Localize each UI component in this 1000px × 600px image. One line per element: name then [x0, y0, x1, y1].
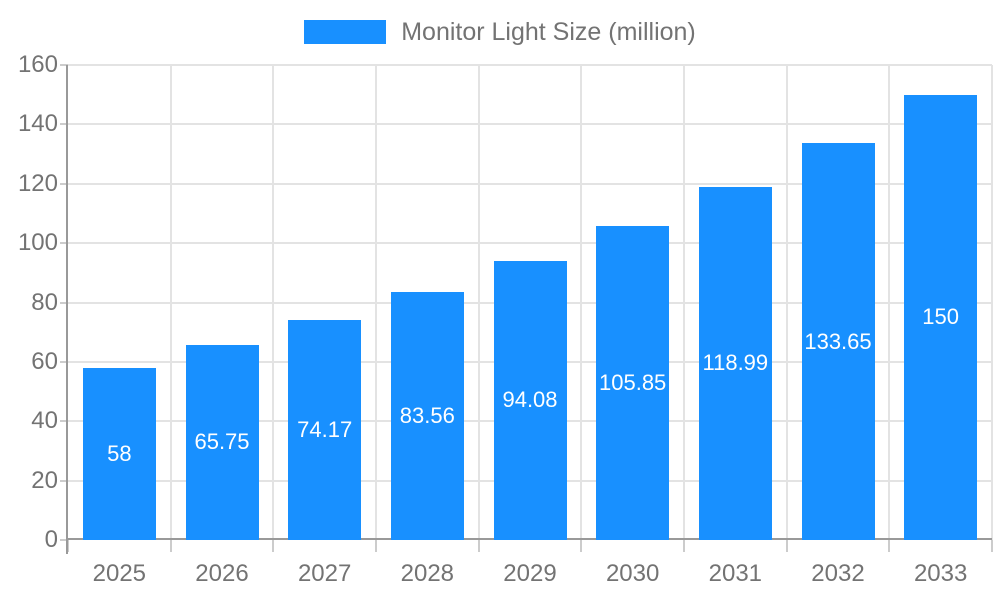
x-tick: [888, 540, 891, 552]
bar-value-label: 58: [107, 440, 132, 466]
bar: 94.08: [493, 260, 567, 540]
y-grid-line: [68, 123, 992, 126]
x-tick-label: 2028: [400, 560, 455, 587]
bar: 133.65: [801, 143, 875, 540]
y-grid-line: [68, 182, 992, 185]
x-grid-line: [888, 65, 891, 540]
x-tick-label: 2033: [913, 560, 968, 587]
legend-label: Monitor Light Size (million): [401, 17, 696, 46]
bar-value-label: 74.17: [297, 416, 353, 442]
x-tick: [683, 540, 685, 552]
bar: 58: [82, 367, 156, 540]
x-grid-line: [375, 65, 377, 540]
y-tick-label axis-label: 80: [31, 288, 58, 316]
bar-value-label: 105.85: [599, 369, 667, 395]
bar-value-label: 94.08: [502, 387, 558, 413]
y-tick-label axis-label: 160: [17, 51, 58, 78]
x-tick-label: 2026: [195, 560, 249, 587]
y-tick: [60, 301, 68, 304]
y-grid-line: [68, 64, 992, 66]
y-tick: [60, 479, 68, 482]
x-tick-label: 2031: [708, 560, 763, 587]
bar: 105.85: [596, 225, 670, 540]
x-grid-line: [683, 65, 685, 540]
y-tick: [60, 420, 68, 423]
x-grid-line: [272, 65, 275, 540]
bar-value-label: 83.56: [399, 402, 455, 428]
y-tick-label axis-label: 100: [17, 229, 58, 257]
bar-value-label: 150: [922, 304, 960, 330]
y-tick-label axis-label: 40: [31, 407, 58, 435]
y-tick: [60, 123, 68, 126]
x-tick-label: 2029: [503, 560, 557, 587]
x-tick: [67, 540, 69, 552]
y-tick: [60, 242, 68, 245]
x-grid-line: [991, 65, 993, 540]
bar: 83.56: [390, 291, 464, 540]
y-tick-label axis-label: 140: [17, 110, 58, 138]
y-tick-label axis-label: 120: [17, 169, 58, 197]
x-tick: [580, 540, 583, 552]
y-tick-label axis-label: 20: [31, 466, 58, 494]
y-tick-label axis-label: 0: [44, 526, 58, 553]
x-grid-line: [785, 65, 788, 540]
bar-value-label: 118.99: [702, 350, 769, 376]
x-tick-label: 2027: [297, 560, 352, 587]
x-tick: [272, 540, 275, 552]
bar: 65.75: [185, 344, 259, 540]
x-grid-line: [477, 65, 480, 540]
x-tick: [169, 540, 172, 552]
chart-legend: Monitor Light Size (million): [0, 17, 1000, 47]
bar-value-label: 133.65: [804, 328, 872, 354]
x-tick: [785, 540, 788, 552]
y-grid-line: [68, 242, 992, 245]
y-tick: [60, 182, 68, 185]
bar: 118.99: [698, 186, 772, 540]
x-grid-line: [169, 65, 172, 540]
y-tick: [60, 539, 68, 541]
x-tick: [991, 540, 993, 552]
legend-swatch-icon: [304, 20, 387, 44]
x-tick-label: 2025: [92, 560, 147, 587]
y-tick: [60, 360, 68, 363]
bar: 150: [904, 94, 978, 540]
y-tick: [60, 64, 68, 66]
x-tick: [477, 540, 480, 552]
x-grid-line: [580, 65, 583, 540]
x-tick-label: 2032: [811, 560, 865, 587]
bar: 74.17: [288, 319, 362, 540]
x-tick-label: 2030: [605, 560, 660, 587]
legend-item[interactable]: Monitor Light Size (million): [304, 18, 696, 47]
y-axis-line: [66, 65, 68, 554]
y-tick-label axis-label: 60: [31, 347, 58, 375]
bar-value-label: 65.75: [194, 429, 250, 455]
x-tick: [375, 540, 377, 552]
